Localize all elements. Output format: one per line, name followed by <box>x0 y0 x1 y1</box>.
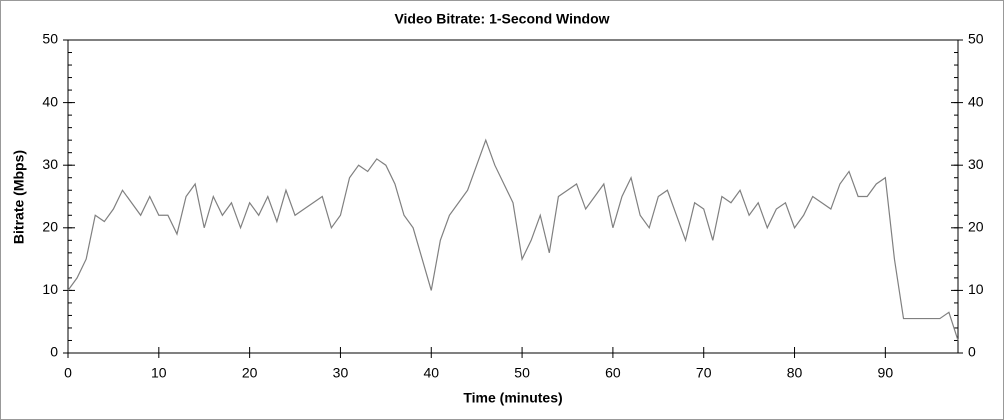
y2-tick-label: 40 <box>968 93 984 109</box>
y-tick-label: 30 <box>42 156 58 172</box>
y-tick-label: 50 <box>42 31 58 47</box>
x-axis-label: Time (minutes) <box>463 390 562 406</box>
x-tick-label: 30 <box>333 365 349 381</box>
plot-frame <box>67 39 959 354</box>
x-tick-label: 10 <box>151 365 167 381</box>
y2-tick-label: 10 <box>968 281 984 297</box>
y2-tick-label: 30 <box>968 156 984 172</box>
x-tick-label: 60 <box>605 365 621 381</box>
x-tick-label: 40 <box>423 365 439 381</box>
x-tick-label: 70 <box>696 365 712 381</box>
y2-tick-label: 20 <box>968 219 984 235</box>
y2-tick-label: 50 <box>968 31 984 47</box>
x-tick-label: 80 <box>787 365 803 381</box>
y-tick-label: 0 <box>50 344 58 360</box>
data-line <box>67 138 959 341</box>
y-tick-label: 20 <box>42 219 58 235</box>
y-axis-label: Bitrate (Mbps) <box>11 150 27 244</box>
chart-title: Video Bitrate: 1-Second Window <box>394 11 609 27</box>
x-tick-label: 50 <box>514 365 530 381</box>
x-tick-label: 90 <box>878 365 894 381</box>
x-tick-label: 20 <box>242 365 258 381</box>
y2-tick-label: 0 <box>968 344 976 360</box>
x-tick-label: 0 <box>64 365 72 381</box>
y-tick-label: 10 <box>42 281 58 297</box>
y-tick-label: 40 <box>42 93 58 109</box>
